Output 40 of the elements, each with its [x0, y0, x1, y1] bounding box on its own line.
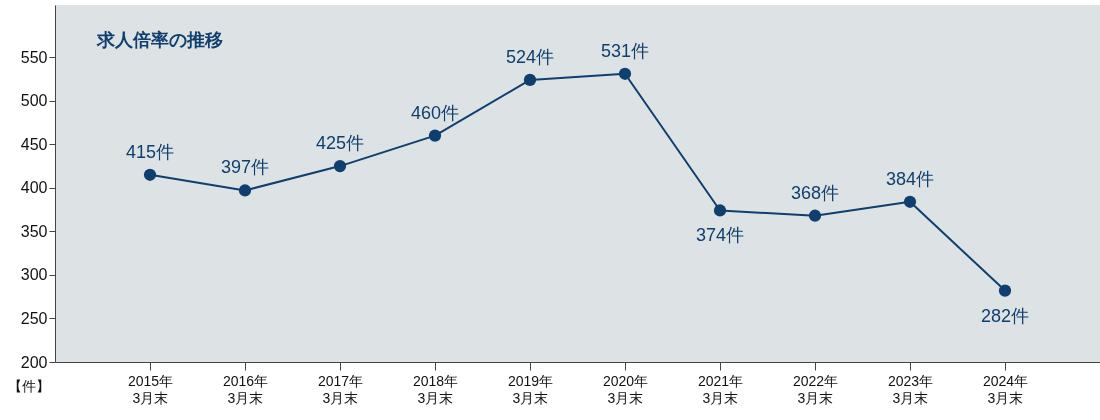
x-tick-label: 2021年 3月末: [697, 372, 744, 406]
y-tick-label: 300: [20, 266, 48, 284]
data-label: 368件: [790, 182, 840, 203]
point: [808, 209, 822, 222]
data-label: 397件: [220, 157, 270, 178]
point: [333, 159, 347, 173]
point: [903, 195, 917, 208]
point: [238, 184, 252, 197]
x-tick-label: 2015年 3月末: [127, 372, 174, 406]
x-tick-label: 2019年 3月末: [507, 372, 554, 406]
point: [618, 67, 632, 80]
data-label: 460件: [410, 102, 460, 123]
y-tick-label: 200: [20, 353, 48, 371]
y-axis-title: 【件】: [7, 377, 50, 394]
x-tick-label: 2020年 3月末: [602, 372, 649, 406]
data-label: 384件: [885, 168, 935, 189]
data-label: 524件: [505, 46, 555, 67]
y-tick-label: 400: [20, 179, 48, 197]
point: [143, 168, 157, 181]
x-tick-label: 2017年 3月末: [317, 372, 364, 406]
x-tick-label: 2016年 3月末: [222, 372, 269, 406]
x-tick-label: 2024年 3月末: [982, 372, 1029, 406]
point: [428, 129, 442, 142]
point: [523, 73, 537, 86]
data-label: 282件: [980, 305, 1030, 326]
x-tick-label: 2018年 3月末: [412, 372, 459, 406]
point: [713, 204, 727, 217]
y-tick-label: 550: [20, 48, 48, 66]
point: [998, 284, 1012, 297]
data-label: 415件: [125, 141, 175, 162]
y-tick-label: 350: [20, 222, 48, 240]
text: 求人倍率の推移: [96, 30, 223, 50]
y-tick-label: 450: [20, 135, 48, 153]
data-label: 425件: [315, 133, 365, 154]
x-tick-label: 2022年 3月末: [792, 372, 839, 406]
x-tick-label: 2023年 3月末: [887, 372, 934, 406]
y-tick-label: 500: [20, 92, 48, 110]
y-tick-label: 250: [20, 309, 48, 327]
data-label: 531件: [600, 40, 650, 61]
data-label: 374件: [695, 225, 745, 246]
